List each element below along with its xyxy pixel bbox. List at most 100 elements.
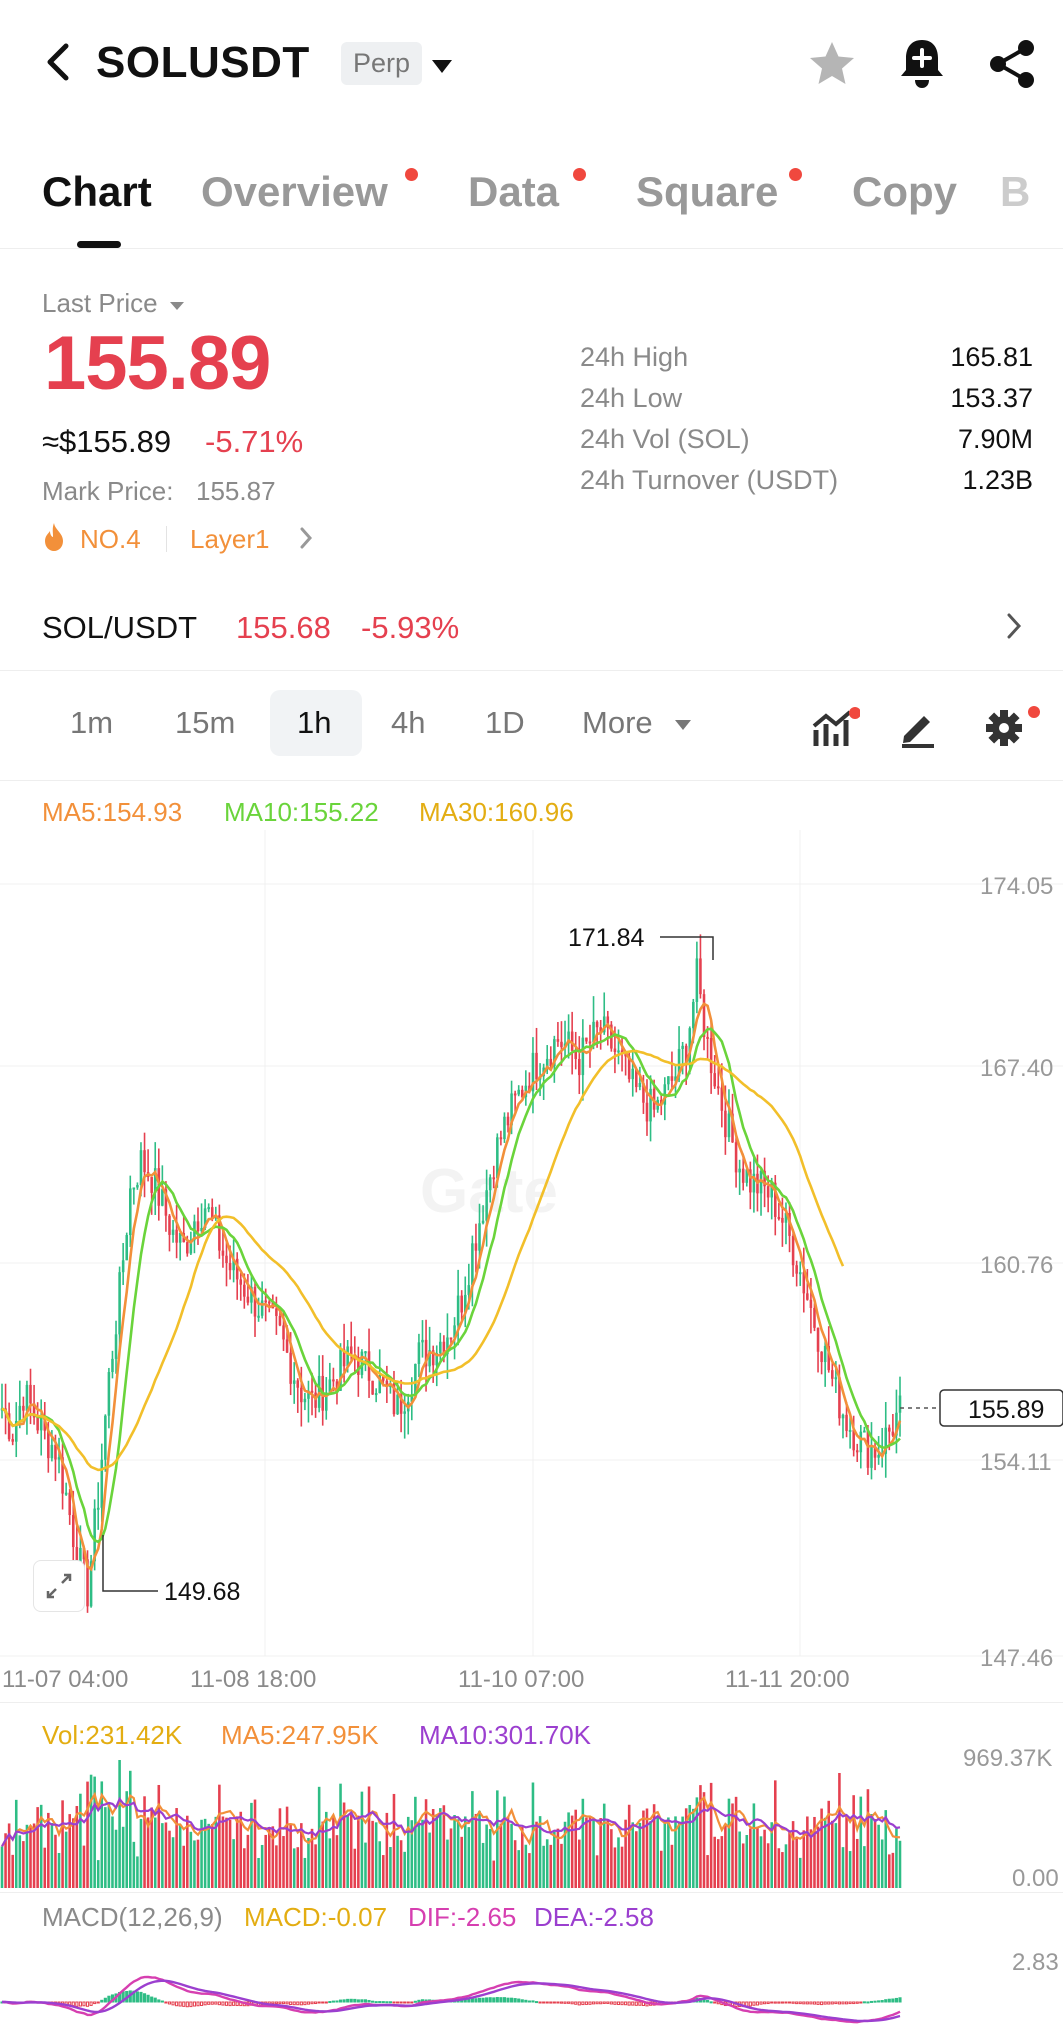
volume-bar [884,1810,888,1888]
macd-bar [374,2001,378,2004]
macd-lines [1,1975,901,2024]
macd-bar [638,2001,642,2006]
tab-data[interactable]: Data [468,168,560,215]
macd-bar [78,2001,82,2007]
macd-bar [524,1999,528,2003]
interval-1m[interactable]: 1m [70,705,114,740]
y-tick-1: 174.05 [980,873,1053,900]
volume-bar [556,1828,560,1888]
macd-bar [171,2001,175,2006]
volume-bar [709,1782,713,1888]
rank-divider [166,526,167,552]
macd-bar [385,2001,389,2004]
candle [681,1041,684,1075]
volume-bar [891,1852,895,1888]
vol-ma10-legend: MA10:301.70K [419,1720,592,1750]
volume-bar [592,1818,595,1888]
legend-ma5: MA5:154.93 [42,797,183,827]
volume-bar [57,1852,61,1888]
draw-icon[interactable] [898,708,938,748]
tab-active-indicator [77,241,121,248]
volume-bar [659,1850,663,1888]
volume-bar [499,1823,503,1888]
volume-bar [428,1832,431,1888]
candle [378,1349,382,1394]
tab-chart[interactable]: Chart [42,168,152,215]
volume-bar [613,1847,617,1888]
volume-bar [406,1816,410,1888]
macd-bar [823,2001,827,2005]
symbol-title[interactable]: SOLUSDT [96,38,310,87]
macd-bar [595,2001,599,2005]
volume-bar [667,1817,670,1888]
volume-bar [777,1848,781,1888]
fullscreen-icon[interactable] [33,1560,85,1612]
volume-bar [677,1822,681,1888]
tab-more-cut[interactable]: B [1000,168,1031,215]
bell-plus-icon[interactable] [896,36,948,92]
rank-badge[interactable]: NO.4 [80,524,141,554]
volume-bar [360,1791,364,1888]
volume-bar [221,1816,225,1888]
indicator-icon[interactable] [812,706,861,748]
candle [100,1443,104,1522]
volume-bar [193,1840,196,1888]
current-price-label: 155.89 [968,1396,1044,1424]
high-marker: 171.84 [568,924,714,960]
tab-copy[interactable]: Copy [852,168,957,215]
spot-price: 155.68 [236,610,331,645]
volume-bar [749,1828,752,1888]
back-icon[interactable] [40,40,80,84]
volume-bar [720,1836,724,1888]
candle [417,1333,421,1378]
sector-tag[interactable]: Layer1 [190,524,270,554]
last-price-label[interactable]: Last Price [42,288,185,319]
macd-bar [606,2001,610,2004]
macd-bar [542,2001,546,2004]
candle [435,1345,439,1387]
macd-bar [827,2001,831,2005]
volume-bar [104,1807,107,1888]
volume-bar [620,1846,624,1888]
candle [791,1229,795,1277]
macd-bar [634,2001,638,2006]
candle [695,941,699,1014]
volume-bar [32,1823,36,1888]
volume-bar [834,1823,838,1888]
volume-bar [517,1850,520,1888]
chevron-right-icon[interactable] [1004,611,1024,641]
volume-bar [759,1836,763,1888]
candle [503,1112,506,1143]
macd-bar [570,2001,574,2005]
candle [143,1132,146,1198]
volume-bar [75,1806,79,1888]
macd-bar [877,2000,881,2003]
star-icon[interactable] [806,38,858,90]
perp-badge: Perp [341,42,423,85]
macd-bar [71,2001,75,2007]
tab-overview[interactable]: Overview [201,168,388,215]
volume-bar [606,1819,610,1888]
share-icon[interactable] [988,38,1038,90]
chevron-right-icon[interactable] [298,526,314,550]
spot-pair[interactable]: SOL/USDT [42,610,198,645]
macd-bar [410,2001,414,2004]
macd-bar [588,2001,592,2005]
macd-bar [196,2001,200,2007]
volume-bar [610,1829,613,1888]
chevron-down-icon[interactable] [430,56,454,76]
candlestick-chart[interactable]: Gate 174.05 167.40 160.76 154.11 147.46 … [0,830,1063,1680]
interval-1d[interactable]: 1D [485,705,525,740]
gear-icon[interactable] [984,704,1040,750]
interval-1h[interactable]: 1h [297,705,332,740]
interval-more[interactable]: More [582,705,653,740]
interval-4h[interactable]: 4h [391,705,426,740]
volume-bar [310,1828,314,1888]
volume-bar [453,1815,456,1888]
macd-bar [834,2001,838,2005]
interval-15m[interactable]: 15m [175,705,236,740]
tab-square[interactable]: Square [636,168,779,215]
volume-bar [585,1817,588,1888]
chevron-down-icon[interactable] [674,718,692,732]
macd-bar [755,2001,760,2006]
